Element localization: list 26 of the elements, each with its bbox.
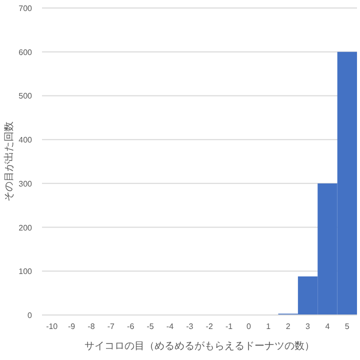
y-tick-label: 200	[18, 223, 33, 232]
x-tick-label: 2	[286, 322, 291, 331]
x-tick-label: -6	[127, 322, 135, 331]
y-tick-label: 100	[18, 267, 33, 276]
y-axis-title: その目が出た回数	[3, 122, 15, 202]
x-tick-label: 3	[306, 322, 311, 331]
y-tick-label: 600	[18, 48, 33, 57]
x-tick-label: -2	[206, 322, 214, 331]
x-tick-label: 4	[325, 322, 330, 331]
y-tick-label: 500	[18, 92, 33, 101]
y-tick-label: 300	[18, 179, 33, 188]
y-tick-label: 400	[18, 136, 33, 145]
x-tick-label: -1	[225, 322, 234, 331]
x-tick-label: 1	[266, 322, 272, 331]
x-tick-label: -10	[46, 322, 58, 331]
x-tick-label: -5	[146, 322, 154, 331]
x-tick-label: 0	[246, 322, 252, 331]
x-tick-label: -3	[186, 322, 194, 331]
x-tick-label: -8	[88, 322, 96, 331]
x-tick-label: -7	[107, 322, 116, 331]
x-tick-label: -4	[166, 322, 174, 331]
y-tick-label: 700	[18, 4, 33, 13]
y-tick-label: 0	[28, 311, 33, 320]
x-tick-label: 5	[344, 322, 350, 331]
x-tick-label: -9	[68, 322, 76, 331]
x-axis-title: サイコロの目（めるめるがもらえるドーナツの数）	[84, 341, 314, 352]
